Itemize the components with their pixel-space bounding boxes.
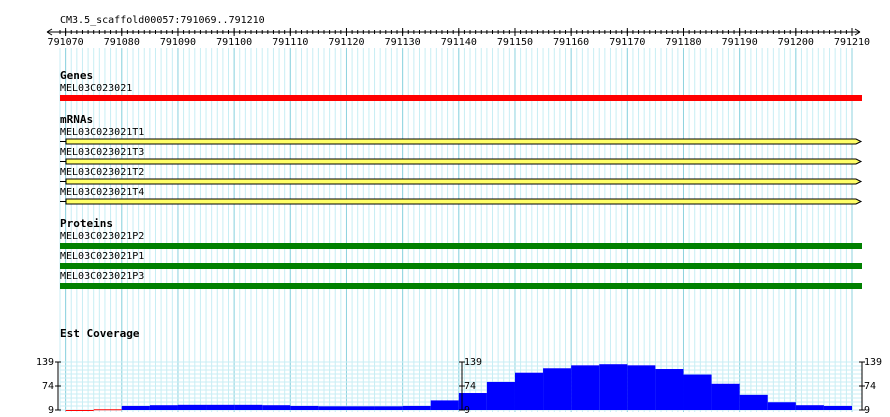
coverage-bar xyxy=(318,406,347,410)
feature-label: MEL03C023021T2 xyxy=(60,167,144,178)
coverage-bar xyxy=(290,405,319,410)
coverage-tick-label: 74 xyxy=(42,381,54,392)
feature-bar xyxy=(65,138,863,145)
coverage-bar xyxy=(767,402,796,410)
coverage-bar xyxy=(65,410,94,411)
ruler-tick-label: 791160 xyxy=(553,37,589,48)
ruler-tick-label: 791190 xyxy=(722,37,758,48)
coverage-bar xyxy=(571,365,600,410)
feature-label: MEL03C023021T4 xyxy=(60,187,144,198)
coverage-tick-label: 9 xyxy=(864,405,870,416)
coverage-bar xyxy=(711,383,740,410)
coverage-bar xyxy=(402,405,431,410)
track-title: mRNAs xyxy=(60,113,93,126)
feature-label: MEL03C023021P3 xyxy=(60,271,144,282)
ruler-tick-label: 791180 xyxy=(665,37,701,48)
coverage-bar xyxy=(262,405,291,410)
coverage-bar xyxy=(177,404,207,410)
coverage-bar xyxy=(514,372,544,410)
feature-bar xyxy=(60,283,862,289)
feature-bar xyxy=(65,158,863,165)
ruler-tick-label: 791210 xyxy=(834,37,870,48)
coverage-bar xyxy=(430,400,459,410)
track-title: Est Coverage xyxy=(60,327,140,340)
ruler-tick-label: 791100 xyxy=(216,37,252,48)
coverage-bar xyxy=(795,405,824,410)
ruler-arrows xyxy=(46,28,861,36)
ruler-tick-label: 791150 xyxy=(497,37,533,48)
coverage-bar xyxy=(374,406,403,410)
feature-bar xyxy=(60,263,862,269)
coverage-bar xyxy=(739,394,768,410)
ruler-tick-label: 791110 xyxy=(272,37,308,48)
ruler-tick-label: 791140 xyxy=(441,37,477,48)
coverage-bar xyxy=(823,405,852,410)
coverage-bar xyxy=(234,404,263,410)
ruler-tick-label: 791090 xyxy=(160,37,196,48)
grid xyxy=(59,48,862,412)
feature-label: MEL03C023021P1 xyxy=(60,251,144,262)
feature-label: MEL03C023021T1 xyxy=(60,127,144,138)
feature-label: MEL03C023021P2 xyxy=(60,231,144,242)
feature-label: MEL03C023021 xyxy=(60,83,132,94)
feature-bar xyxy=(60,95,862,101)
coverage-bar xyxy=(486,381,515,410)
coverage-bar xyxy=(683,374,712,410)
ruler-tick-label: 791080 xyxy=(104,37,140,48)
coverage-bar xyxy=(543,368,572,410)
coverage-bar xyxy=(627,365,656,410)
coverage-bar xyxy=(149,405,178,410)
ruler-tick-label: 791120 xyxy=(328,37,364,48)
ruler-label: CM3.5_scaffold00057:791069..791210 xyxy=(60,15,265,26)
coverage-tick-label: 9 xyxy=(464,405,470,416)
coverage-bar xyxy=(599,364,628,410)
ruler-tick-label: 791170 xyxy=(609,37,645,48)
coverage-bar xyxy=(346,406,375,410)
feature-bar xyxy=(60,243,862,249)
coverage-bar xyxy=(655,369,684,410)
feature-label: MEL03C023021T3 xyxy=(60,147,144,158)
coverage-bar xyxy=(93,409,122,411)
coverage-tick-label: 139 xyxy=(464,357,482,368)
coverage-bar xyxy=(206,404,235,410)
coverage-tick-label: 139 xyxy=(36,357,54,368)
coverage-tick-label: 139 xyxy=(864,357,882,368)
ruler-tick-label: 791070 xyxy=(48,37,84,48)
coverage-tick-label: 9 xyxy=(48,405,54,416)
coverage-tick-label: 74 xyxy=(464,381,476,392)
coverage-bar xyxy=(458,393,487,410)
feature-bar xyxy=(65,198,863,205)
feature-bar xyxy=(65,178,863,185)
coverage-tick-label: 74 xyxy=(864,381,876,392)
coverage-bar xyxy=(121,405,150,410)
ruler-tick-label: 791200 xyxy=(778,37,814,48)
track-title: Proteins xyxy=(60,217,113,230)
track-title: Genes xyxy=(60,69,93,82)
ruler-tick-label: 791130 xyxy=(385,37,421,48)
